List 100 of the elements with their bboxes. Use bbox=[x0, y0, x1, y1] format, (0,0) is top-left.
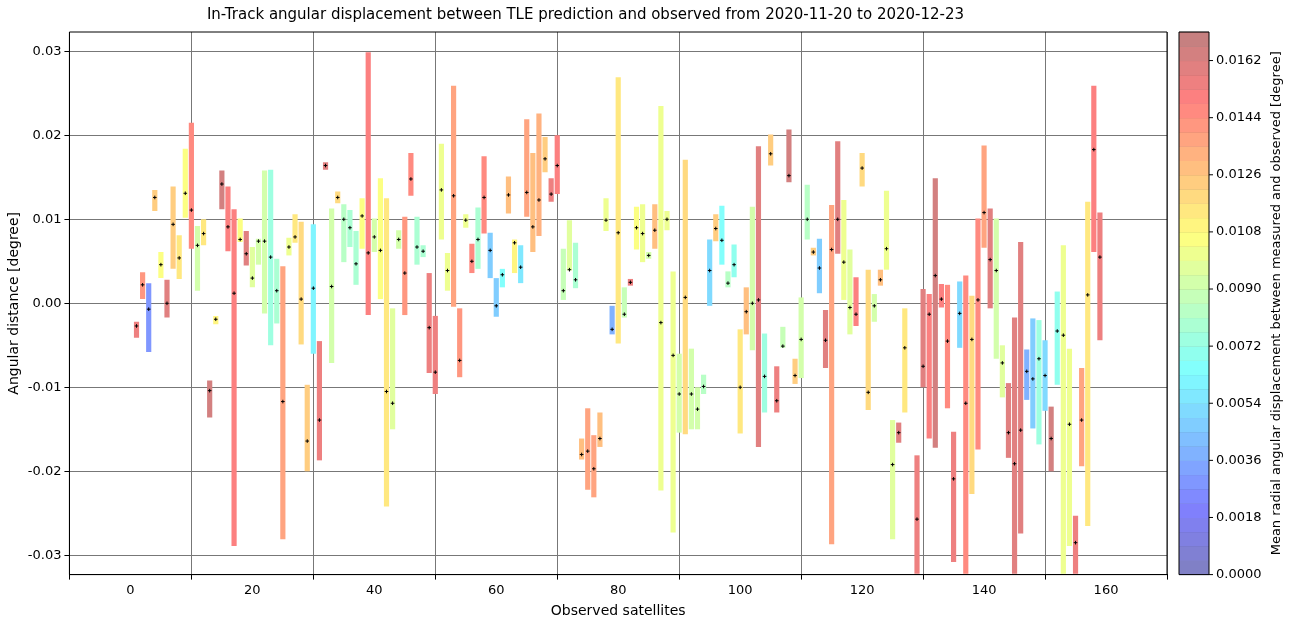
bar bbox=[548, 178, 554, 202]
bar bbox=[152, 189, 158, 211]
bar bbox=[396, 230, 402, 249]
bar bbox=[883, 190, 890, 270]
bar bbox=[243, 231, 249, 266]
bar bbox=[274, 258, 280, 324]
bar bbox=[536, 113, 542, 237]
color-bar-label: 0.0090 bbox=[1216, 280, 1262, 296]
bar bbox=[219, 170, 225, 210]
bar bbox=[755, 146, 762, 447]
bar bbox=[505, 176, 512, 214]
bar bbox=[1091, 85, 1097, 253]
bar bbox=[597, 412, 603, 447]
bar bbox=[847, 249, 853, 335]
bar bbox=[1072, 515, 1079, 574]
chart-title: In-Track angular displacement between TLE prediction and observed from 2020-11-20 to 2020-12-23 bbox=[206, 4, 965, 23]
bar bbox=[829, 205, 835, 545]
bar bbox=[670, 271, 676, 533]
bar bbox=[566, 220, 573, 271]
bar bbox=[871, 294, 877, 322]
bar bbox=[920, 289, 926, 388]
bar bbox=[786, 129, 792, 183]
bar bbox=[975, 218, 981, 450]
bar bbox=[377, 178, 383, 300]
color-bar-title: Mean radial angular displacement between measured and observed [degree] bbox=[1268, 51, 1284, 556]
bar bbox=[469, 243, 475, 274]
bar bbox=[969, 295, 975, 494]
bar bbox=[164, 279, 170, 318]
bar bbox=[481, 156, 487, 234]
bar bbox=[950, 431, 957, 562]
bar bbox=[280, 266, 286, 540]
bar bbox=[719, 205, 725, 265]
bar bbox=[890, 420, 896, 540]
bar bbox=[743, 287, 749, 335]
y-tick-label: -0.03 bbox=[27, 546, 62, 562]
bar bbox=[676, 353, 682, 433]
bar bbox=[383, 198, 390, 507]
bar bbox=[603, 198, 609, 232]
bar bbox=[146, 283, 152, 353]
bar bbox=[798, 297, 804, 379]
bar bbox=[768, 134, 774, 166]
color-bar-label: 0.0144 bbox=[1216, 109, 1262, 125]
x-tick-label: 80 bbox=[609, 581, 627, 597]
x-tick-label: 120 bbox=[849, 581, 875, 597]
bar bbox=[530, 152, 536, 253]
bar bbox=[896, 422, 902, 443]
bar bbox=[987, 208, 993, 309]
bar bbox=[640, 204, 646, 263]
bar bbox=[200, 219, 207, 246]
bar bbox=[310, 224, 316, 354]
bar bbox=[371, 218, 377, 253]
bar bbox=[792, 358, 798, 384]
y-tick-label: -0.02 bbox=[27, 462, 62, 478]
bar bbox=[402, 216, 408, 316]
bar bbox=[298, 221, 304, 345]
bar bbox=[713, 214, 719, 242]
bar bbox=[749, 206, 755, 351]
bar bbox=[316, 341, 323, 461]
bar bbox=[1085, 201, 1091, 526]
bar bbox=[341, 204, 347, 263]
bar bbox=[237, 218, 243, 242]
bar bbox=[560, 248, 566, 300]
bar bbox=[1036, 320, 1042, 445]
bar bbox=[932, 178, 938, 448]
bar bbox=[902, 308, 908, 413]
bar bbox=[194, 226, 201, 291]
bar bbox=[1048, 406, 1054, 472]
bar bbox=[438, 143, 444, 240]
y-tick-label: -0.01 bbox=[27, 378, 62, 394]
bar bbox=[682, 159, 688, 435]
bar bbox=[1097, 212, 1103, 341]
x-tick-label: 0 bbox=[126, 581, 135, 597]
bar bbox=[981, 145, 987, 248]
bar bbox=[176, 235, 182, 279]
bar bbox=[652, 204, 658, 249]
bar bbox=[731, 244, 737, 278]
bar bbox=[914, 455, 920, 574]
bar bbox=[963, 275, 969, 574]
bar bbox=[579, 438, 585, 460]
bar bbox=[841, 199, 847, 300]
color-bar-label: 0.0108 bbox=[1216, 223, 1262, 239]
bar bbox=[737, 329, 743, 434]
bar bbox=[621, 287, 627, 318]
bar bbox=[822, 310, 829, 368]
bar bbox=[390, 308, 396, 430]
y-axis-title: Angular distance [degree] bbox=[5, 211, 22, 395]
bar bbox=[1024, 349, 1030, 400]
x-tick-label: 60 bbox=[487, 581, 505, 597]
bar bbox=[816, 238, 823, 294]
bar bbox=[249, 247, 255, 288]
bar bbox=[329, 208, 335, 363]
bar bbox=[499, 268, 505, 288]
bar bbox=[865, 269, 871, 410]
color-bar-label: 0.0162 bbox=[1216, 51, 1262, 67]
bar bbox=[633, 206, 640, 250]
x-tick-label: 160 bbox=[1093, 581, 1119, 597]
bar bbox=[1079, 367, 1085, 467]
bar bbox=[993, 218, 999, 359]
bar bbox=[1042, 340, 1048, 411]
bar bbox=[926, 294, 932, 439]
